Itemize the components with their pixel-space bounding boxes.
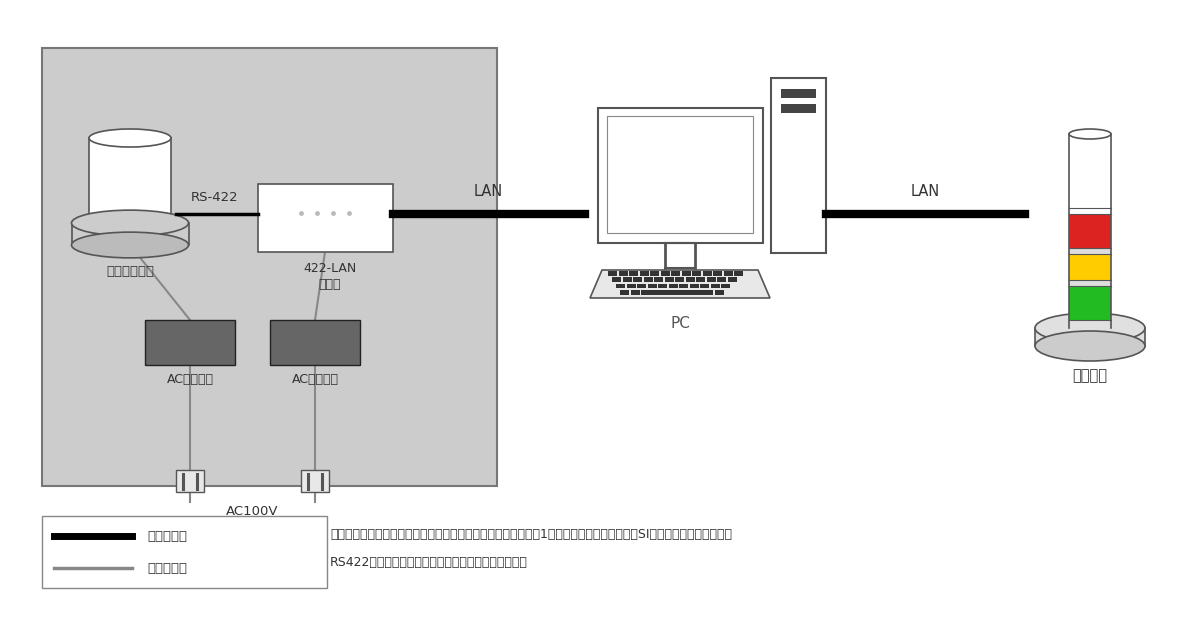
Bar [658,284,667,288]
Text: 一体型震度計: 一体型震度計 [106,265,154,278]
Text: LAN: LAN [911,184,940,199]
Text: RS422出力するので、単体での地震観測も可能です。: RS422出力するので、単体での地震観測も可能です。 [330,556,528,569]
Polygon shape [72,223,188,245]
Bar [682,271,690,276]
Bar [671,271,680,276]
Text: PC: PC [670,316,690,331]
Bar [637,284,646,288]
Bar [702,271,712,276]
Bar [713,271,722,276]
Bar [648,284,656,288]
Text: 一体型地震計は外部からの電源投入することで計測を開始し、1秒毎に計測震度・加速度・SI値・長周期地震動階級を: 一体型地震計は外部からの電源投入することで計測を開始し、1秒毎に計測震度・加速度… [330,528,732,541]
FancyBboxPatch shape [258,184,392,252]
Bar [704,290,713,295]
Ellipse shape [1034,313,1145,343]
FancyBboxPatch shape [42,516,326,588]
FancyBboxPatch shape [301,470,329,492]
Bar [626,284,636,288]
Bar [620,290,629,295]
Polygon shape [590,270,770,298]
Text: 電源ライン: 電源ライン [148,561,187,575]
Polygon shape [1069,214,1111,248]
Bar [724,271,732,276]
Polygon shape [1069,254,1111,280]
Bar [780,104,816,113]
Bar [665,278,673,282]
Bar [710,284,720,288]
Bar [707,278,715,282]
Bar [685,278,695,282]
Bar [608,271,617,276]
Bar [700,284,709,288]
FancyBboxPatch shape [42,48,497,486]
Bar [683,290,692,295]
Bar [623,278,631,282]
Bar [690,284,698,288]
Bar [640,271,648,276]
Polygon shape [1069,280,1111,286]
Bar [679,284,688,288]
Bar [652,290,660,295]
Bar [641,290,650,295]
Bar [616,284,625,288]
Bar [674,278,684,282]
Text: 422-LAN
変換器: 422-LAN 変換器 [304,262,356,291]
FancyBboxPatch shape [598,108,762,243]
FancyBboxPatch shape [145,320,235,365]
Bar [727,278,737,282]
Text: ACアダプタ: ACアダプタ [167,373,214,386]
Bar [650,271,659,276]
Bar [660,271,670,276]
Text: ACアダプタ: ACアダプタ [292,373,338,386]
Bar [612,278,622,282]
Text: AC100V: AC100V [227,505,278,518]
Bar [694,290,702,295]
Bar [650,290,710,295]
Polygon shape [1069,134,1111,328]
Polygon shape [1069,208,1111,214]
Ellipse shape [72,232,188,258]
Text: RS-422: RS-422 [191,191,238,204]
Bar [718,278,726,282]
Polygon shape [1069,248,1111,254]
FancyBboxPatch shape [770,78,826,253]
FancyBboxPatch shape [176,470,204,492]
Polygon shape [1069,286,1111,320]
Polygon shape [89,138,172,223]
Ellipse shape [1034,331,1145,361]
FancyBboxPatch shape [607,116,752,233]
Bar [643,278,653,282]
Bar [672,290,682,295]
Bar [692,271,701,276]
Bar [654,278,662,282]
Bar [696,278,706,282]
FancyBboxPatch shape [270,320,360,365]
Bar [734,271,743,276]
Ellipse shape [89,129,172,147]
Bar [634,278,642,282]
Bar [780,89,816,98]
Bar [618,271,628,276]
Bar [668,284,678,288]
Bar [714,290,724,295]
Text: LAN: LAN [474,184,503,199]
Polygon shape [1034,328,1145,346]
Ellipse shape [72,210,188,236]
Bar [721,284,730,288]
Bar [629,271,638,276]
Text: 通信ライン: 通信ライン [148,529,187,543]
Bar [630,290,640,295]
Bar [662,290,671,295]
Ellipse shape [1069,129,1111,139]
Text: 警報装置: 警報装置 [1073,368,1108,383]
